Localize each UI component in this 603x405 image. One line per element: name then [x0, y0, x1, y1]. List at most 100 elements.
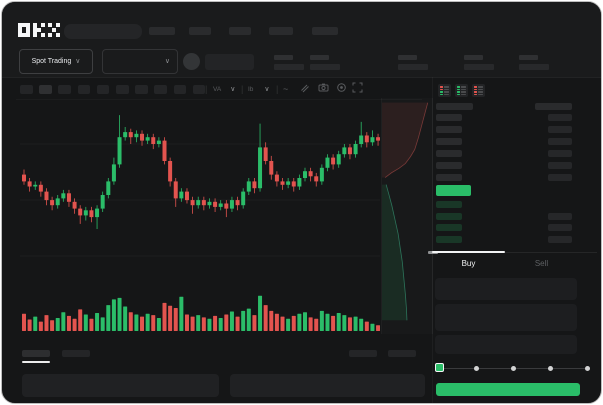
toggle-row — [440, 88, 449, 90]
okx-logo[interactable] — [18, 21, 60, 39]
toggle-row — [457, 91, 466, 93]
fullscreen-icon[interactable] — [352, 82, 363, 93]
buy-submit-button[interactable] — [436, 383, 580, 396]
ticker-stat-label — [519, 55, 538, 60]
bottom-tab-history[interactable] — [62, 350, 90, 357]
toggle-chip — [474, 91, 478, 93]
chart-type-button[interactable]: ~ — [283, 82, 288, 96]
timeframe-button-2[interactable] — [39, 85, 52, 94]
total-field[interactable] — [435, 335, 577, 354]
candle-21 — [134, 133, 139, 138]
toggle-row — [474, 86, 483, 88]
volume-bar-5 — [44, 315, 49, 331]
candle-46 — [274, 174, 279, 182]
volume-bar-16 — [106, 305, 111, 331]
volume-bar-31 — [190, 316, 195, 331]
volume-bar-64 — [376, 325, 380, 331]
ask-price-6[interactable] — [436, 174, 462, 181]
volume-bar-28 — [173, 307, 178, 331]
ask-price-5[interactable] — [436, 162, 462, 169]
ticker-stat-value — [398, 64, 428, 70]
candle-5 — [44, 191, 49, 201]
candle-19 — [123, 132, 128, 138]
search-input[interactable] — [64, 24, 142, 39]
candle-60 — [353, 144, 358, 155]
tab-buy[interactable]: Buy — [432, 257, 505, 270]
indicator-label: Ib — [248, 85, 254, 93]
slider-stop-75pct[interactable] — [548, 366, 553, 371]
slider-stop-25pct[interactable] — [474, 366, 479, 371]
indicator-dropdown[interactable]: Ib ∨ — [248, 82, 270, 96]
amount-slider-handle[interactable] — [435, 363, 444, 372]
timeframe-button-3[interactable] — [58, 85, 71, 94]
volume-bar-22 — [140, 316, 145, 331]
nav-item-2[interactable] — [189, 27, 211, 35]
ask-price-1[interactable] — [436, 114, 462, 121]
camera-icon[interactable] — [318, 82, 329, 93]
bid-price-3[interactable] — [436, 224, 462, 232]
ask-price-2[interactable] — [436, 126, 462, 133]
candle-54 — [319, 167, 324, 182]
candle-17 — [111, 164, 116, 182]
order-book-view-all-icon[interactable] — [438, 84, 451, 97]
nav-item-3[interactable] — [229, 27, 251, 35]
volume-bar-32 — [196, 315, 201, 331]
toggle-chip — [440, 93, 444, 95]
toggle-chip — [457, 93, 461, 95]
toggle-row — [440, 86, 449, 88]
candle-51 — [303, 171, 307, 178]
bottom-action-1[interactable] — [349, 350, 377, 357]
candle-3 — [33, 184, 38, 187]
tab-sell[interactable]: Sell — [505, 257, 578, 270]
order-book-view-bids-icon[interactable] — [455, 84, 468, 97]
bid-price-2[interactable] — [436, 212, 462, 220]
bid-price-4[interactable] — [436, 235, 462, 243]
candle-23 — [145, 137, 150, 141]
timeframe-button-6[interactable] — [116, 85, 129, 94]
bottom-panel-right — [230, 374, 425, 397]
slider-stop-50pct[interactable] — [511, 366, 516, 371]
bid-price-1[interactable] — [436, 201, 462, 208]
volume-bar-52 — [308, 317, 313, 331]
ask-price-3[interactable] — [436, 138, 462, 145]
candle-14 — [95, 208, 100, 218]
timeframe-button-10[interactable] — [192, 85, 206, 94]
toggle-chip — [440, 86, 444, 88]
nav-item-1[interactable] — [149, 27, 175, 35]
ticker-stat-2 — [310, 55, 342, 71]
settings-icon[interactable] — [336, 82, 347, 93]
candlestick-chart[interactable] — [20, 104, 380, 292]
amount-column-header — [535, 103, 572, 110]
price-field[interactable] — [435, 278, 577, 300]
nav-item-4[interactable] — [269, 27, 293, 35]
bottom-action-2[interactable] — [388, 350, 416, 357]
timeframe-button-8[interactable] — [154, 85, 167, 94]
nav-item-5[interactable] — [312, 27, 338, 35]
candle-7 — [55, 198, 60, 206]
market-type-dropdown[interactable]: Spot Trading ∨ — [19, 49, 93, 74]
volume-bar-50 — [297, 313, 302, 331]
draw-icon[interactable] — [299, 82, 310, 93]
ask-price-4[interactable] — [436, 150, 462, 157]
bottom-tab-orders[interactable] — [22, 350, 50, 357]
depth-panel[interactable] — [381, 98, 433, 334]
overlay-dropdown[interactable]: VA ∨ — [213, 82, 235, 96]
timeframe-button-9[interactable] — [173, 85, 187, 94]
amount-field[interactable] — [435, 304, 577, 331]
volume-bar-36 — [218, 318, 223, 331]
slider-stop-100pct[interactable] — [585, 366, 590, 371]
pair-dropdown[interactable]: ∨ — [102, 49, 178, 74]
timeframe-button-1[interactable] — [20, 85, 33, 94]
toggle-chip — [440, 88, 444, 90]
overlay-label: VA — [213, 85, 222, 93]
candle-44 — [263, 147, 268, 161]
candle-24 — [151, 137, 156, 144]
timeframe-button-5[interactable] — [96, 85, 110, 94]
toggle-chip — [457, 86, 461, 88]
market-type-label: Spot Trading — [31, 58, 72, 65]
toggle-row — [457, 93, 466, 95]
order-book-view-asks-icon[interactable] — [472, 84, 485, 97]
timeframe-button-7[interactable] — [135, 85, 148, 94]
volume-bar-46 — [274, 313, 279, 331]
timeframe-button-4[interactable] — [77, 85, 91, 94]
